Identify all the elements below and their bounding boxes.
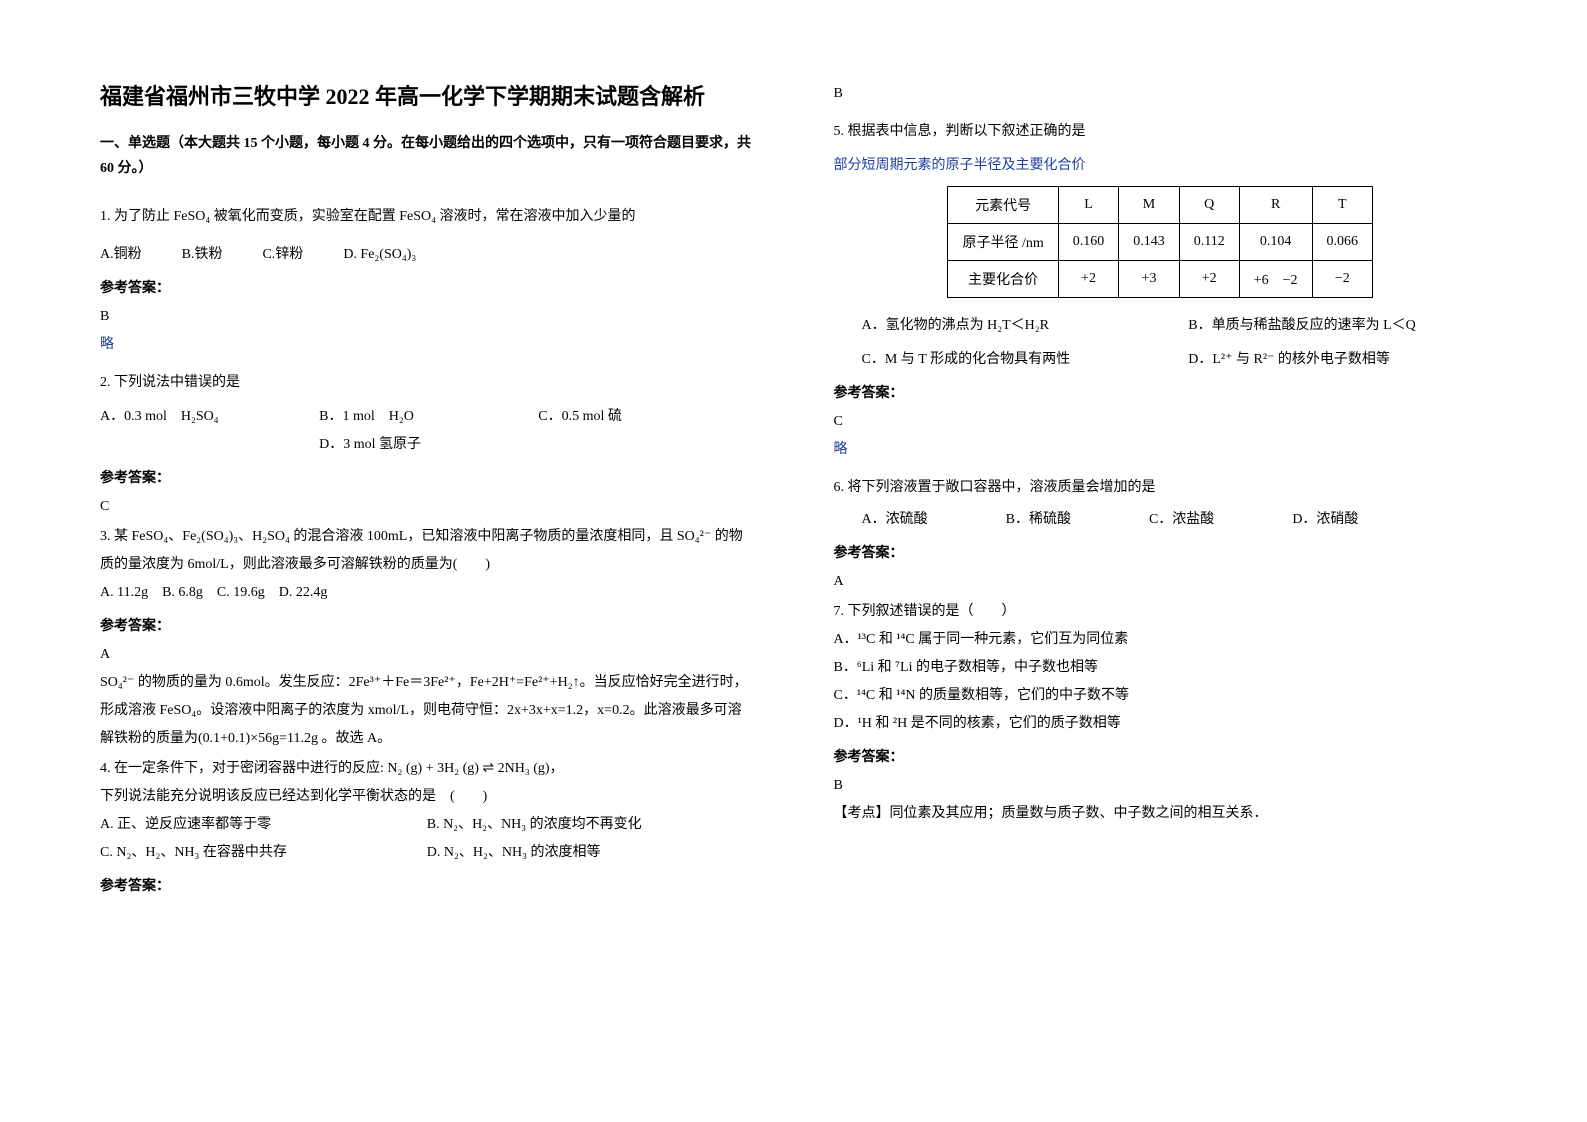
q4-sub: 下列说法能充分说明该反应已经达到化学平衡状态的是 ( ) [100, 783, 754, 811]
q6-ref: 参考答案： [834, 540, 1488, 568]
q2-options-line2: D．3 mol 氢原子 [100, 431, 754, 459]
q5-stem: 5. 根据表中信息，判断以下叙述正确的是 [834, 118, 1488, 146]
q6-opt-b: B．稀硫酸 [978, 506, 1071, 534]
q5-table-caption: 部分短周期元素的原子半径及主要化合价 [834, 152, 1488, 180]
valence-m: +3 [1119, 261, 1180, 298]
table-row: 元素代号 L M Q R T [948, 187, 1373, 224]
q3-options: A. 11.2g B. 6.8g C. 19.6g D. 22.4g [100, 579, 754, 607]
q2-ref: 参考答案： [100, 465, 754, 493]
section-intro: 一、单选题（本大题共 15 个小题，每小题 4 分。在每小题给出的四个选项中，只… [100, 131, 754, 181]
q1-opt-a: A.铜粉 [100, 241, 142, 269]
radius-m: 0.143 [1119, 224, 1180, 261]
q4-stem: 4. 在一定条件下，对于密闭容器中进行的反应: N₂ (g) + 3H₂ (g)… [100, 755, 754, 783]
q7-solution: 【考点】同位素及其应用；质量数与质子数、中子数之间的相互关系． [834, 800, 1488, 828]
q6-opt-a: A．浓硫酸 [834, 506, 928, 534]
th-q: Q [1179, 187, 1239, 224]
q3-stem: 3. 某 FeSO₄、Fe₂(SO₄)₃、H₂SO₄ 的混合溶液 100mL，已… [100, 523, 754, 579]
q4-opt-c: C. N₂、H₂、NH₃ 在容器中共存 [100, 839, 427, 867]
radius-l: 0.160 [1058, 224, 1119, 261]
table-row: 原子半径 /nm 0.160 0.143 0.112 0.104 0.066 [948, 224, 1373, 261]
q4-options: A. 正、逆反应速率都等于零 B. N₂、H₂、NH₃ 的浓度均不再变化 C. … [100, 811, 754, 867]
q1-answer: B [100, 303, 754, 331]
th-m: M [1119, 187, 1180, 224]
valence-t: −2 [1312, 261, 1373, 298]
q1-stem: 1. 为了防止 FeSO₄ 被氧化而变质，实验室在配置 FeSO₄ 溶液时，常在… [100, 203, 754, 231]
q4-answer: B [834, 80, 1488, 108]
q5-opt-a: A．氢化物的沸点为 H₂T＜H₂R [834, 312, 1161, 340]
q2-opt-c: C．0.5 mol 硫 [538, 403, 734, 431]
valence-l: +2 [1058, 261, 1119, 298]
q1-opt-b: B.铁粉 [182, 241, 223, 269]
q3-ref: 参考答案： [100, 613, 754, 641]
q4-opt-a: A. 正、逆反应速率都等于零 [100, 811, 427, 839]
q6-stem: 6. 将下列溶液置于敞口容器中，溶液质量会增加的是 [834, 474, 1488, 502]
q2-options-line1: A．0.3 mol H₂SO₄ B．1 mol H₂O C．0.5 mol 硫 [100, 403, 754, 431]
q2-opt-d: D．3 mol 氢原子 [319, 437, 421, 452]
th-t: T [1312, 187, 1373, 224]
q4-opt-b: B. N₂、H₂、NH₃ 的浓度均不再变化 [427, 811, 754, 839]
q6-answer: A [834, 568, 1488, 596]
q4-ref: 参考答案： [100, 873, 754, 901]
document-title: 福建省福州市三牧中学 2022 年高一化学下学期期末试题含解析 [100, 80, 754, 113]
radius-t: 0.066 [1312, 224, 1373, 261]
q1-ref: 参考答案： [100, 275, 754, 303]
q5-opt-b: B．单质与稀盐酸反应的速率为 L＜Q [1160, 312, 1487, 340]
q5-answer: C [834, 408, 1488, 436]
q1-solution: 略 [100, 331, 754, 359]
q7-opt-b: B．⁶Li 和 ⁷Li 的电子数相等，中子数也相等 [834, 654, 1488, 682]
th-r: R [1239, 187, 1312, 224]
q3-answer: A [100, 641, 754, 669]
q2-opt-b: B．1 mol H₂O [319, 403, 535, 431]
q1-options: A.铜粉 B.铁粉 C.锌粉 D. Fe₂(SO₄)₃ [100, 241, 754, 269]
table-row: 主要化合价 +2 +3 +2 +6 −2 −2 [948, 261, 1373, 298]
q6-opt-d: D．浓硝酸 [1264, 506, 1358, 534]
radius-r: 0.104 [1239, 224, 1312, 261]
q1-opt-d: D. Fe₂(SO₄)₃ [343, 241, 416, 269]
right-column: B 5. 根据表中信息，判断以下叙述正确的是 部分短周期元素的原子半径及主要化合… [834, 80, 1488, 901]
q2-opt-a: A．0.3 mol H₂SO₄ [100, 403, 316, 431]
q7-ref: 参考答案： [834, 744, 1488, 772]
th-l: L [1058, 187, 1119, 224]
q5-options-row1: A．氢化物的沸点为 H₂T＜H₂R B．单质与稀盐酸反应的速率为 L＜Q [834, 312, 1488, 340]
radius-q: 0.112 [1179, 224, 1239, 261]
q4-opt-d: D. N₂、H₂、NH₃ 的浓度相等 [427, 839, 754, 867]
q7-answer: B [834, 772, 1488, 800]
page: 福建省福州市三牧中学 2022 年高一化学下学期期末试题含解析 一、单选题（本大… [0, 0, 1587, 941]
row-valence-label: 主要化合价 [948, 261, 1058, 298]
q7-opt-c: C．¹⁴C 和 ¹⁴N 的质量数相等，它们的中子数不等 [834, 682, 1488, 710]
row-radius-label: 原子半径 /nm [948, 224, 1058, 261]
q3-solution: SO₄²⁻ 的物质的量为 0.6mol。发生反应：2Fe³⁺＋Fe＝3Fe²⁺，… [100, 669, 754, 753]
q5-table: 元素代号 L M Q R T 原子半径 /nm 0.160 0.143 0.11… [947, 186, 1373, 298]
q5-solution: 略 [834, 436, 1488, 464]
valence-q: +2 [1179, 261, 1239, 298]
left-column: 福建省福州市三牧中学 2022 年高一化学下学期期末试题含解析 一、单选题（本大… [100, 80, 754, 901]
q2-stem: 2. 下列说法中错误的是 [100, 369, 754, 397]
q1-opt-c: C.锌粉 [262, 241, 303, 269]
q5-options-row2: C．M 与 T 形成的化合物具有两性 D．L²⁺ 与 R²⁻ 的核外电子数相等 [834, 346, 1488, 374]
th-code: 元素代号 [948, 187, 1058, 224]
q2-answer: C [100, 493, 754, 521]
q5-ref: 参考答案： [834, 380, 1488, 408]
q7-opt-a: A．¹³C 和 ¹⁴C 属于同一种元素，它们互为同位素 [834, 626, 1488, 654]
q6-opt-c: C．浓盐酸 [1121, 506, 1214, 534]
q7-stem: 7. 下列叙述错误的是（ ） [834, 598, 1488, 626]
valence-r: +6 −2 [1239, 261, 1312, 298]
q5-opt-c: C．M 与 T 形成的化合物具有两性 [834, 346, 1161, 374]
q7-opt-d: D．¹H 和 ²H 是不同的核素，它们的质子数相等 [834, 710, 1488, 738]
q5-opt-d: D．L²⁺ 与 R²⁻ 的核外电子数相等 [1160, 346, 1487, 374]
q6-options: A．浓硫酸 B．稀硫酸 C．浓盐酸 D．浓硝酸 [834, 506, 1488, 534]
